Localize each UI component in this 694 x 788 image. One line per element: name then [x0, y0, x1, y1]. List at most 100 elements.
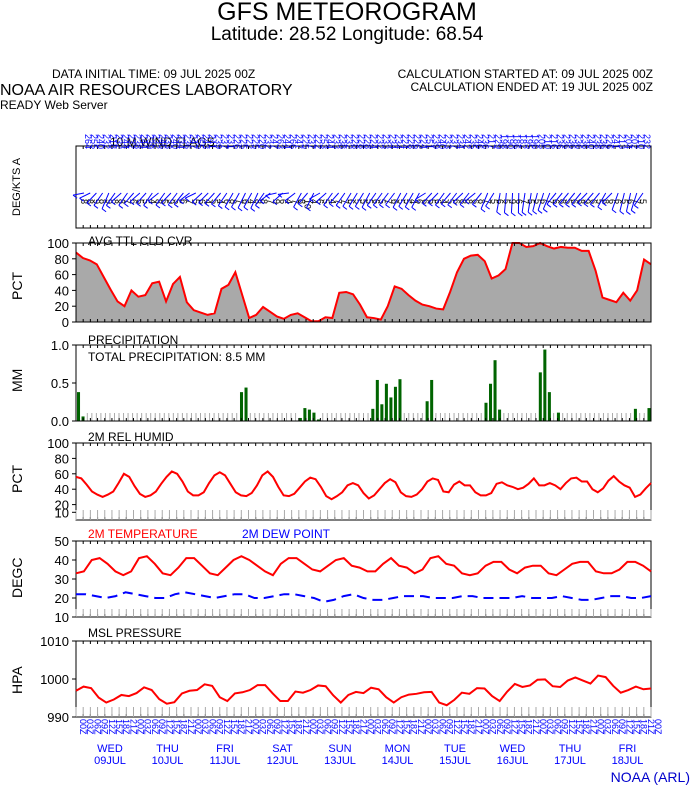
- hour-label: 00Z: [251, 719, 261, 735]
- wind-barb-flag: [597, 206, 603, 211]
- precip-bar: [538, 372, 542, 421]
- wind-barb-flag: [231, 206, 236, 211]
- wind-speed-label: 6: [539, 199, 549, 204]
- wind-direction-label: 202: [630, 134, 640, 149]
- hour-label: 12Z: [509, 719, 519, 735]
- wind-direction-label: 225: [238, 134, 248, 149]
- hour-label: 00Z: [308, 719, 318, 735]
- wind-direction-label: 216: [549, 134, 559, 149]
- wind-barb: [597, 192, 607, 208]
- wind-barb: [372, 192, 383, 206]
- wind-direction-label: 232: [375, 134, 385, 149]
- wind-barb-flag: [293, 206, 298, 211]
- hour-label: 18Z: [581, 719, 591, 735]
- wind-speed-label: 6: [551, 199, 561, 204]
- wind-barb: [459, 192, 470, 205]
- wind-barb: [198, 192, 209, 204]
- wind-speed-label: 4: [247, 199, 257, 204]
- hour-label: 21Z: [416, 719, 426, 735]
- hour-label: 00Z: [423, 719, 433, 735]
- wind-barb: [323, 192, 333, 206]
- wind-speed-label: 5: [489, 199, 499, 204]
- wind-direction-label: 236: [567, 134, 577, 149]
- hour-label: 21Z: [473, 719, 483, 735]
- wind-barb: [328, 192, 340, 204]
- humid-line: [75, 470, 652, 501]
- temp-panel-frame: [75, 540, 652, 618]
- wind-direction-label: 233: [164, 134, 174, 149]
- wind-speed-label: 6: [390, 199, 400, 204]
- pressure-panel-frame: [75, 640, 652, 718]
- hour-label: 21Z: [243, 719, 253, 735]
- hour-label: 03Z: [200, 719, 210, 735]
- wind-barb-flag: [335, 204, 341, 209]
- wind-direction-label: 240: [95, 134, 105, 149]
- wind-barb-flag: [243, 206, 249, 211]
- wind-direction-label: 234: [394, 134, 404, 149]
- wind-direction-label: 204: [623, 134, 633, 149]
- hour-label: 12Z: [567, 719, 577, 735]
- hour-label: 06Z: [495, 719, 505, 735]
- temp-y-tick-label: 10: [55, 610, 69, 625]
- hour-label: 00Z: [481, 719, 491, 735]
- wind-barb-flag: [259, 200, 265, 205]
- wind-barb: [297, 192, 308, 205]
- precip-bar: [543, 349, 547, 421]
- wind-speed-label: 6: [514, 199, 524, 204]
- wind-speed-label: 5: [638, 199, 648, 204]
- wind-direction-label: 238: [338, 134, 348, 149]
- wind-direction-label: 225: [251, 134, 261, 149]
- wind-direction-label: 266: [288, 134, 298, 149]
- humid-y-tick-label: 10: [55, 505, 69, 520]
- wind-speed-label: 5: [501, 199, 511, 204]
- wind-direction-label: 234: [456, 134, 466, 149]
- wind-speed-label: 6: [346, 199, 356, 204]
- wind-direction-label: 231: [226, 134, 236, 149]
- wind-direction-label: 186: [512, 134, 522, 149]
- wind-speed-label: 7: [290, 199, 300, 204]
- wind-direction-label: 253: [319, 134, 329, 149]
- precip-bar: [307, 409, 311, 421]
- humid-y-tick-label: 60: [55, 467, 69, 482]
- wind-barb: [342, 192, 352, 207]
- wind-direction-label: 236: [555, 134, 565, 149]
- wind-speed-label: 8: [259, 199, 269, 204]
- wind-barb-flag: [398, 205, 404, 210]
- hour-label: 00Z: [78, 719, 88, 735]
- wind-barb: [250, 192, 259, 209]
- precip-bar: [430, 379, 434, 421]
- wind-speed-label: 7: [122, 199, 132, 204]
- wind-barb-flag: [411, 206, 417, 211]
- humid-y-tick-label: 40: [55, 482, 69, 497]
- pressure-line: [75, 674, 652, 707]
- wind-speed-label: 6: [178, 199, 188, 204]
- hour-label: 15Z: [631, 719, 641, 735]
- wind-barb-flag: [342, 205, 348, 210]
- wind-barb: [583, 192, 594, 204]
- wind-barb-flag: [485, 205, 490, 210]
- wind-barb: [366, 192, 377, 206]
- date-label: 18JUL: [612, 755, 644, 767]
- wind-barb-flag: [355, 205, 360, 210]
- wind-barb: [123, 192, 135, 204]
- hour-label: 15Z: [574, 719, 584, 735]
- wind-barb-flag: [198, 202, 203, 207]
- day-of-week-label: WED: [97, 743, 123, 755]
- wind-speed-label: 7: [234, 199, 244, 204]
- wind-direction-label: 234: [387, 134, 397, 149]
- wind-barb: [503, 192, 507, 213]
- wind-barb: [552, 192, 563, 205]
- wind-barb: [173, 192, 184, 205]
- wind-barb-flag: [306, 207, 311, 212]
- wind-barb-flag: [571, 203, 577, 208]
- wind-barb: [72, 192, 85, 196]
- precip-bar: [393, 386, 397, 421]
- wind-speed-label: 4: [203, 199, 213, 204]
- wind-barb: [129, 192, 141, 203]
- wind-speed-label: 8: [296, 199, 306, 204]
- hour-label: 18Z: [466, 719, 476, 735]
- wind-speed-label: 6: [470, 199, 480, 204]
- calculation-started: CALCULATION STARTED AT: 09 JUL 2025 00Z: [397, 67, 653, 81]
- day-of-week-label: THU: [156, 743, 179, 755]
- wind-direction-label: 228: [356, 134, 366, 149]
